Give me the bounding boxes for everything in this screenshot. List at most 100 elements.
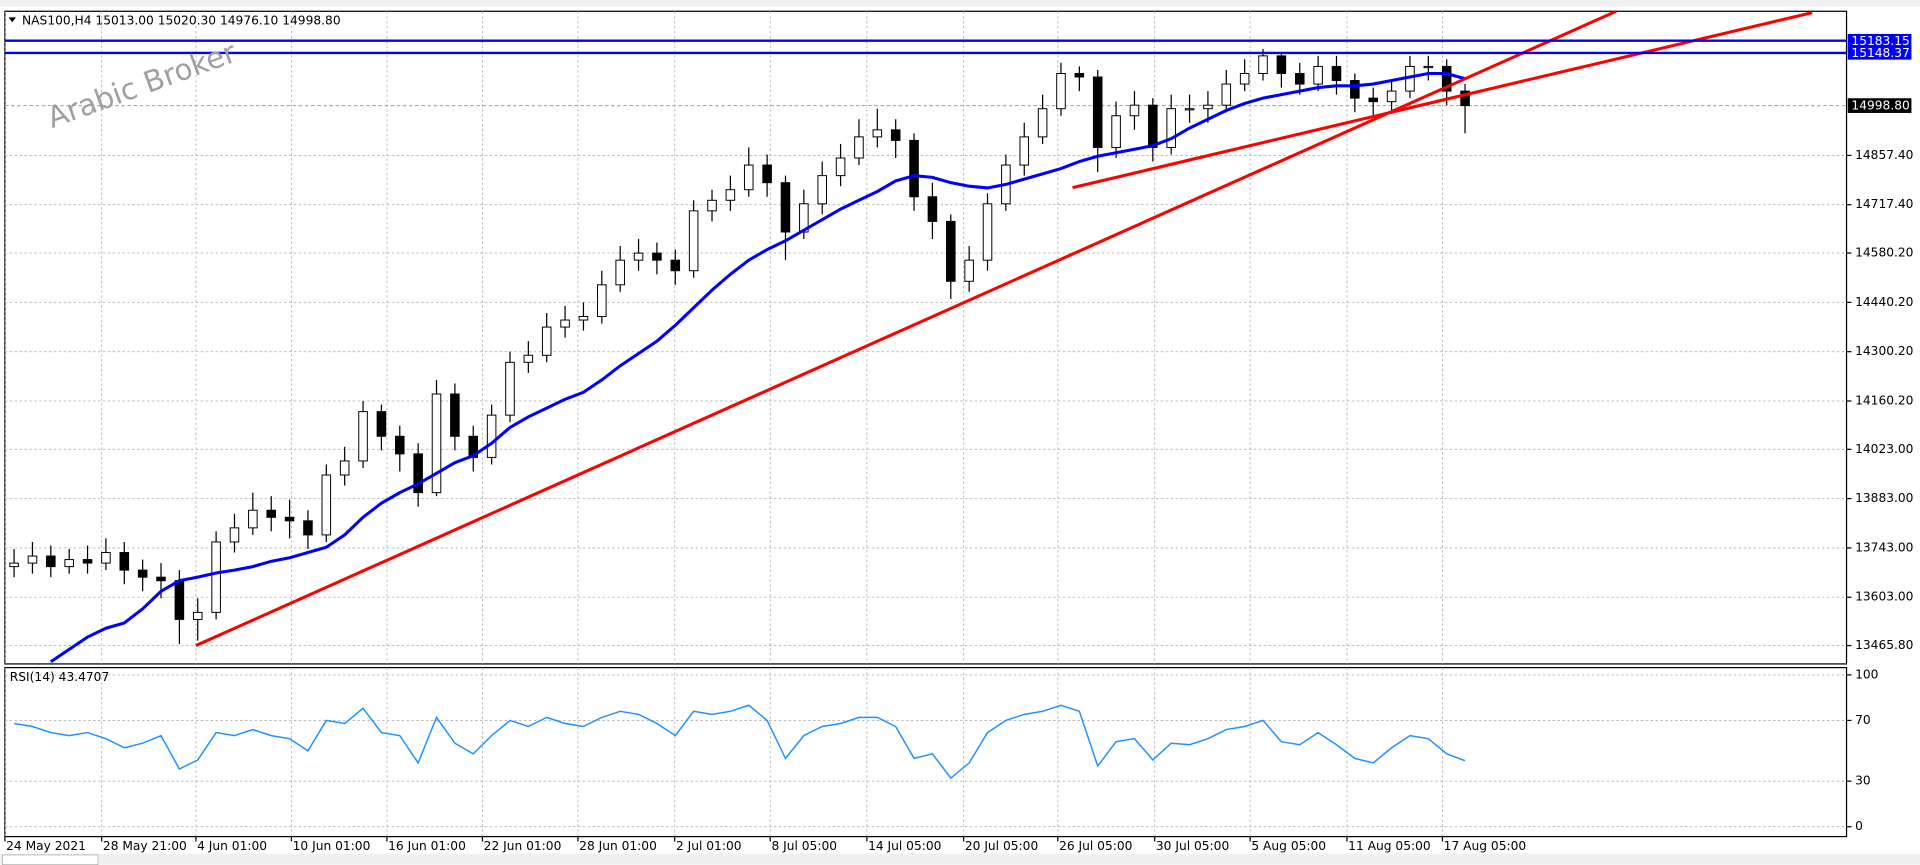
candle-body: [1184, 108, 1195, 111]
y-tick-label: 13465.80: [1855, 638, 1913, 652]
candle-body: [468, 435, 479, 458]
candle-body: [1092, 76, 1103, 148]
candle-body: [505, 361, 515, 416]
x-tick-label: 16 Jun 01:00: [388, 839, 466, 853]
candle-body: [376, 411, 387, 437]
candle-body: [413, 453, 423, 494]
y-tick-label: 100: [1855, 667, 1878, 681]
candle-body: [27, 555, 38, 564]
candle-body: [284, 516, 295, 522]
candle-body: [1423, 65, 1434, 69]
candle-body: [909, 139, 919, 198]
candle-body: [101, 552, 111, 564]
candle-body: [174, 580, 185, 620]
candle-body: [266, 509, 276, 518]
candle-body: [1148, 104, 1158, 148]
candle-body: [119, 552, 130, 571]
candle-body: [670, 259, 681, 272]
y-tick-label: 30: [1855, 774, 1871, 788]
candle-body: [1441, 65, 1452, 92]
candle-body: [890, 129, 901, 141]
x-tick-label: 30 Jul 05:00: [1156, 839, 1229, 853]
candle-body: [1111, 115, 1121, 148]
candle-body: [927, 196, 938, 222]
candle-body: [1313, 65, 1323, 85]
x-tick-label: 20 Jul 05:00: [965, 839, 1038, 853]
candle-body: [229, 527, 240, 543]
last-price-label: 14998.80: [1851, 99, 1909, 113]
candle-body: [578, 316, 589, 321]
x-tick-label: 26 Jul 05:00: [1059, 839, 1132, 853]
x-tick-label: 14 Jul 05:00: [868, 839, 941, 853]
candle-body: [743, 164, 754, 191]
trendline: [195, 11, 1617, 647]
x-tick-label: 11 Aug 05:00: [1348, 839, 1431, 853]
x-tick-label: 28 Jun 01:00: [579, 839, 657, 853]
tab[interactable]: [2, 854, 99, 865]
candle-body: [688, 210, 699, 272]
y-tick-label: 14300.20: [1855, 344, 1913, 358]
candle-body: [1019, 136, 1030, 166]
x-tick-label: 28 May 21:00: [103, 839, 187, 853]
y-tick-label: 14717.40: [1855, 197, 1913, 211]
main-plot: [4, 11, 1847, 664]
candle-body: [1074, 72, 1085, 78]
candle-body: [1350, 80, 1360, 99]
y-tick-label: 13883.00: [1855, 491, 1913, 505]
main-frame: [4, 10, 1848, 665]
y-tick-label: 14580.20: [1855, 246, 1913, 260]
rsi-line: [13, 704, 1466, 780]
y-tick-label: 14023.00: [1855, 442, 1913, 456]
candle-body: [1239, 72, 1250, 85]
candle-body: [358, 411, 368, 462]
y-tick-label: 14857.40: [1855, 148, 1913, 162]
level-label: 15183.15: [1851, 34, 1909, 48]
candle-body: [762, 164, 772, 184]
candle-body: [560, 319, 570, 328]
candle-body: [46, 555, 56, 568]
candle-body: [339, 460, 350, 476]
candle-body: [1037, 108, 1048, 138]
x-tick-label: 24 May 2021: [6, 839, 86, 853]
candle-body: [395, 435, 405, 455]
candle-body: [192, 611, 203, 620]
x-tick-label: 17 Aug 05:00: [1444, 839, 1527, 853]
tab-strip: [0, 853, 1920, 865]
x-tick-label: 8 Jul 05:00: [771, 839, 837, 853]
candle-body: [615, 259, 625, 286]
candle-body: [82, 559, 93, 564]
candle-body: [1203, 104, 1213, 110]
candle-body: [835, 157, 846, 177]
menu-triangle[interactable]: [8, 17, 16, 23]
y-tick-label: 13603.00: [1855, 590, 1913, 604]
candle-body: [1331, 65, 1342, 82]
candle-body: [725, 189, 736, 201]
candle-body: [633, 252, 644, 261]
x-tick-label: 10 Jun 01:00: [293, 839, 371, 853]
candle-body: [64, 559, 74, 568]
y-tick-label: 14440.20: [1855, 295, 1913, 309]
candle-body: [1294, 72, 1305, 85]
candle-body: [854, 136, 864, 159]
candle-body: [1276, 55, 1287, 74]
top-strip: [0, 0, 1920, 7]
level-label: 15148.37: [1851, 46, 1909, 60]
candle-body: [321, 474, 332, 536]
candle-body: [211, 541, 221, 613]
candle-body: [1129, 104, 1140, 117]
candle-body: [1386, 90, 1397, 103]
candle-body: [707, 199, 717, 212]
level-box: [1847, 33, 1912, 48]
candle-body: [1166, 108, 1176, 148]
candle-body: [964, 259, 974, 282]
x-tick-label: 5 Aug 05:00: [1251, 839, 1326, 853]
candle-body: [431, 393, 442, 494]
y-tick-label: 70: [1855, 713, 1871, 727]
candle-body: [156, 576, 166, 582]
candle-body: [982, 203, 993, 261]
candle-body: [450, 393, 460, 437]
y-tick-label: 0: [1855, 819, 1863, 833]
axes: 24 May 2021 28 May 21:00 4 Jun 01:00 10 Jun…: [4, 33, 1913, 853]
